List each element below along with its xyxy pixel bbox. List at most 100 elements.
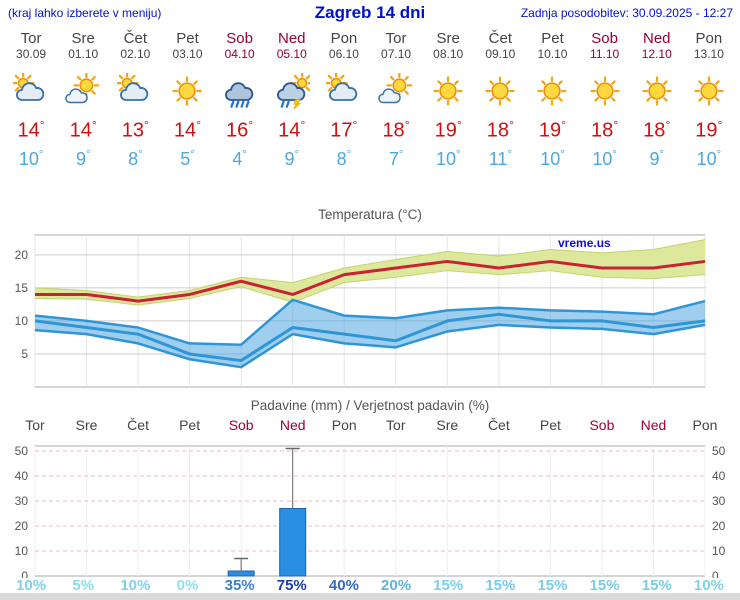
sunny-icon <box>534 73 570 109</box>
day-date: 05.10 <box>276 47 307 61</box>
precip-day-label: Sre <box>436 417 458 433</box>
day-date: 10.10 <box>537 47 568 61</box>
precip-probability: 20% <box>381 577 412 594</box>
day-name: Sob <box>591 30 618 47</box>
precip-probability: 15% <box>589 577 620 594</box>
day-min-temp: 11° <box>488 148 512 169</box>
precip-probability: 15% <box>537 577 568 594</box>
day-max-temp: 14° <box>173 118 202 142</box>
day-name: Čet <box>123 30 148 47</box>
day-max-temp: 18° <box>643 118 671 142</box>
precip-y-tick-left: 0 <box>21 569 28 578</box>
precip-day-label: Sob <box>589 417 614 433</box>
precip-probability: 10% <box>693 577 724 594</box>
day-date: 06.10 <box>328 47 359 61</box>
mostly-cloudy-icon <box>115 71 153 109</box>
day-name: Tor <box>20 30 42 47</box>
precip-chart-title: Padavine (mm) / Verjetnost padavin (%) <box>251 398 490 413</box>
day-min-temp: 10° <box>435 148 461 169</box>
day-date: 12.10 <box>641 47 672 61</box>
precipitation-chart: Padavine (mm) / Verjetnost padavin (%) To… <box>15 398 726 578</box>
sunny-icon <box>169 73 205 109</box>
temp-y-tick: 15 <box>15 281 29 295</box>
day-date: 11.10 <box>590 47 620 61</box>
precip-day-label: Sre <box>76 417 98 433</box>
day-max-temp: 14° <box>278 118 306 142</box>
precip-probability-row: 10% 5% 10% 0% 35% 75% 40% 20% 15% 15% 15% 15% 15% 10% <box>5 577 735 594</box>
day-min-temp: 10° <box>18 148 44 169</box>
temperature-chart: 5 10 15 20 Temperatura (°C) vreme.us <box>15 207 706 388</box>
day-date: 30.09 <box>16 47 47 61</box>
mostly-cloudy-icon <box>324 71 362 109</box>
precip-y-tick-right: 50 <box>712 444 726 458</box>
day-name: Tor <box>385 30 407 47</box>
day-name: Pon <box>330 30 358 47</box>
tmin-line <box>34 312 706 363</box>
precip-y-tick-right: 0 <box>712 569 719 578</box>
day-column: Sob 04.10 16° 4° <box>214 30 266 170</box>
day-column: Čet 09.10 18° 11° <box>474 30 526 170</box>
day-date: 04.10 <box>224 47 255 61</box>
day-name: Sob <box>226 30 253 47</box>
day-max-temp: 14° <box>69 118 97 142</box>
precip-probability: 5% <box>72 577 95 594</box>
day-max-temp: 18° <box>591 118 619 142</box>
precip-probability: 75% <box>276 577 307 594</box>
precip-day-label: Pet <box>540 417 561 433</box>
precip-probability: 15% <box>485 577 516 594</box>
mostly-cloudy-icon <box>11 71 49 109</box>
temp-y-tick: 5 <box>21 347 28 361</box>
brand-link[interactable]: vreme.us <box>558 236 611 250</box>
tmax-line <box>35 259 706 303</box>
day-max-temp: 19° <box>538 118 567 142</box>
day-min-temp: 10° <box>696 148 722 169</box>
day-name: Ned <box>642 30 671 47</box>
precip-day-label: Sob <box>229 417 254 433</box>
sunny-icon <box>639 73 675 109</box>
day-max-temp: 18° <box>382 118 410 142</box>
day-column: Tor 30.09 14° 10° <box>5 30 57 170</box>
precip-probability: 10% <box>120 577 151 594</box>
day-column: Ned 05.10 14° 9° <box>266 30 318 170</box>
precip-bar <box>279 508 307 577</box>
day-name: Pon <box>695 30 723 47</box>
day-min-temp: 8° <box>128 148 143 169</box>
day-name: Čet <box>488 30 512 47</box>
sunny-icon <box>430 73 466 109</box>
day-min-temp: 7° <box>388 148 404 169</box>
day-min-temp: 9° <box>284 148 300 169</box>
precip-probability: 40% <box>328 577 359 594</box>
precip-probability: 10% <box>16 577 47 594</box>
day-min-temp: 10° <box>592 148 617 169</box>
day-column: Pet 10.10 19° 10° <box>526 30 578 170</box>
day-column: Pet 03.10 14° 5° <box>161 30 213 170</box>
day-max-temp: 17° <box>330 118 358 142</box>
precip-bar <box>227 570 255 577</box>
precip-day-label: Tor <box>25 417 45 433</box>
day-column: Tor 07.10 18° 7° <box>370 30 422 170</box>
day-column: Pon 13.10 19° 10° <box>683 30 735 170</box>
precip-day-label: Pet <box>179 417 200 433</box>
day-date: 08.10 <box>433 47 464 61</box>
precip-y-tick-right: 20 <box>712 519 726 533</box>
day-max-temp: 18° <box>486 118 514 142</box>
precip-probability: 15% <box>433 577 464 594</box>
day-max-temp: 14° <box>17 118 45 142</box>
temp-y-tick: 20 <box>15 248 29 262</box>
day-date: 02.10 <box>120 47 151 61</box>
sunny-icon <box>691 73 727 109</box>
day-min-temp: 5° <box>180 148 195 169</box>
day-column: Sre 08.10 19° 10° <box>422 30 474 170</box>
precip-y-tick-right: 30 <box>712 494 726 508</box>
precip-y-tick-left: 20 <box>15 519 29 533</box>
day-name: Pet <box>541 30 564 47</box>
temp-y-tick: 10 <box>15 314 29 328</box>
day-name: Sre <box>436 30 460 47</box>
day-min-temp: 4° <box>232 148 247 169</box>
day-max-temp: 13° <box>121 118 149 142</box>
footer-bar <box>0 593 740 600</box>
day-date: 09.10 <box>485 47 516 61</box>
temp-chart-title: Temperatura (°C) <box>318 207 422 222</box>
tmin-range-band <box>35 299 705 368</box>
day-forecast-strip: Tor 30.09 14° 10° Sre 01.10 14° 9° Čet 02.10 13° 8°… <box>5 30 735 170</box>
